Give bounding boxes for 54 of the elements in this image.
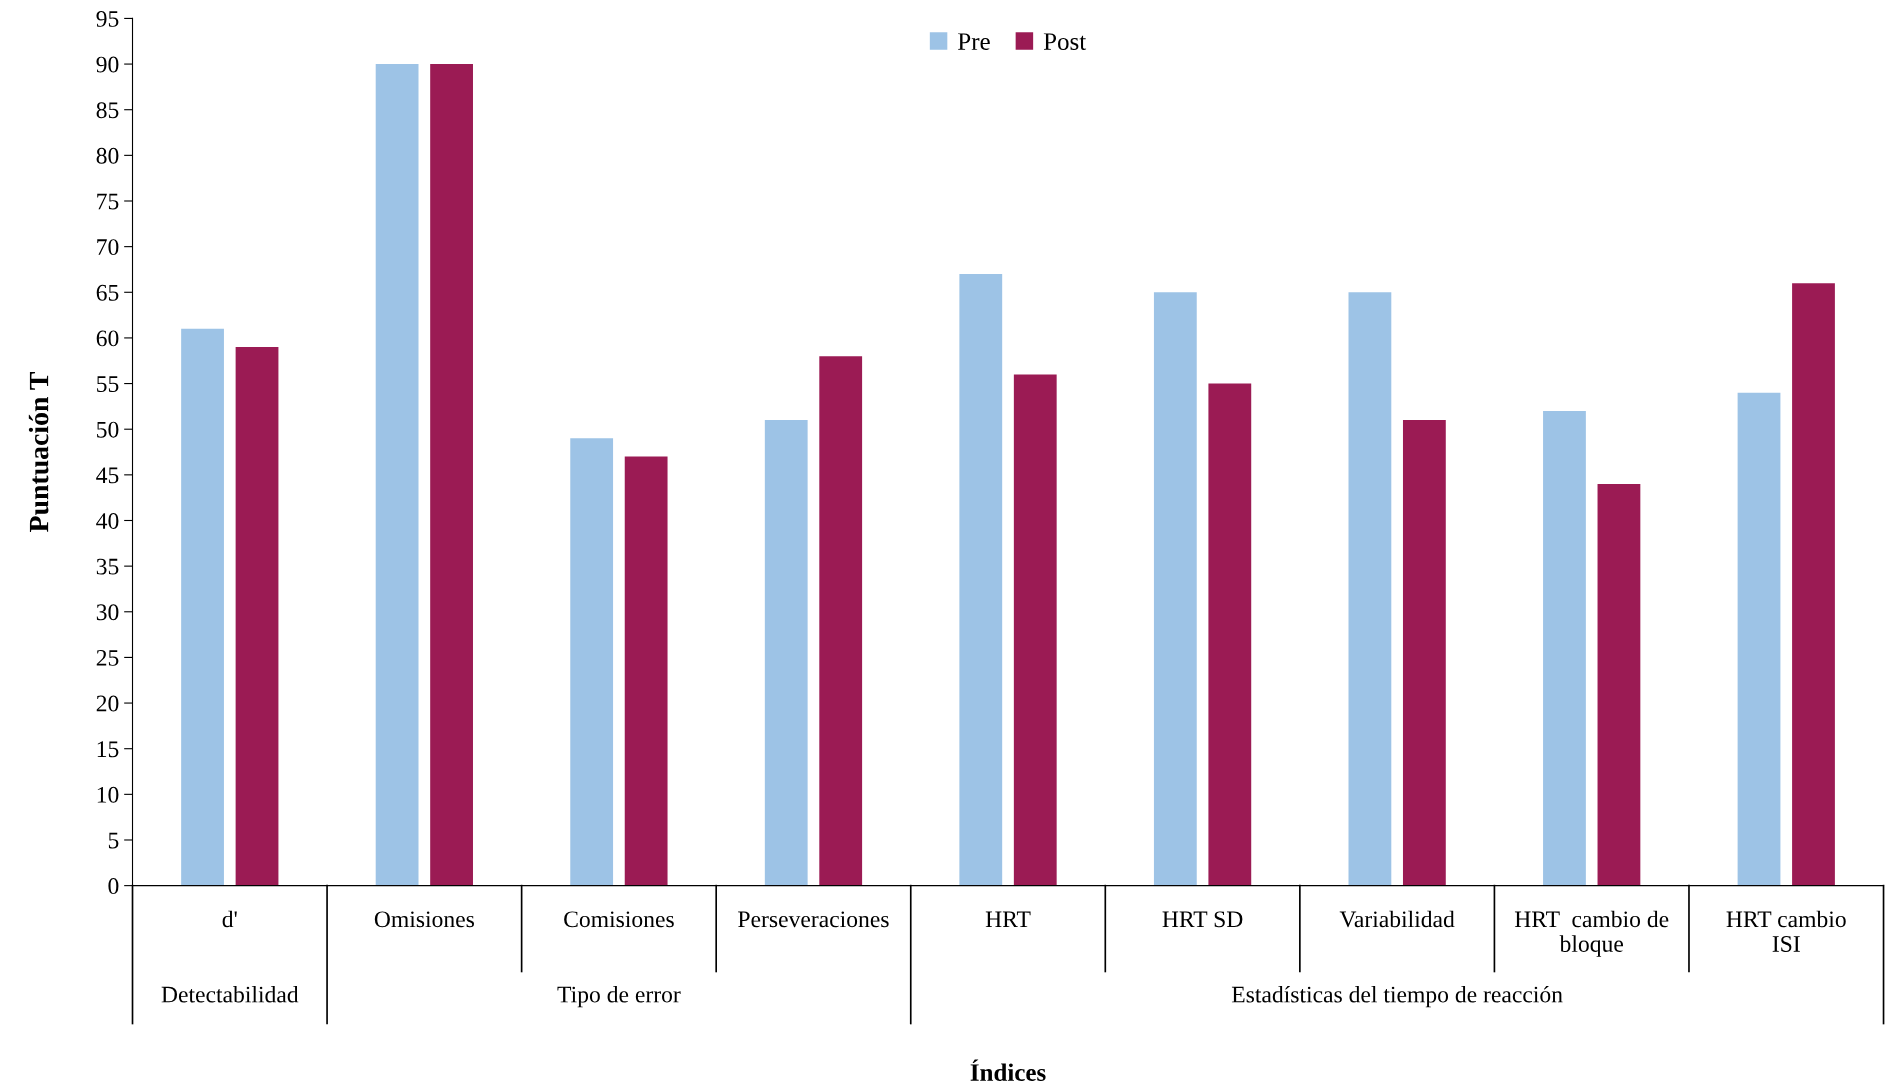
y-tick-label: 80: [96, 147, 119, 164]
legend-label: Pre: [958, 33, 990, 50]
text: Tipo de error: [557, 985, 681, 1008]
bar: [1402, 420, 1446, 886]
x-axis-title: Índices: [970, 1059, 1046, 1081]
x-tick-label: d': [222, 910, 237, 928]
y-tick-label: 15: [97, 741, 119, 758]
x-tick-label: Omisiones: [374, 911, 474, 928]
bar: [235, 347, 279, 886]
y-tick-label: 40: [96, 512, 119, 529]
y-tick-label: 5: [108, 832, 119, 849]
y-axis-title: Puntuación T: [28, 372, 49, 532]
y-tick-label: 10: [97, 786, 119, 803]
bar: [570, 438, 614, 886]
x-tick-label: Comisiones: [564, 911, 674, 928]
y-tick-label: 35: [96, 558, 119, 575]
y-tick-label: 70: [97, 239, 119, 256]
y-tick-label: 25: [96, 649, 119, 666]
bar: [819, 356, 863, 886]
bar: [959, 274, 1003, 886]
y-tick-label: 75: [97, 193, 119, 210]
y-tick-label: 65: [96, 284, 119, 301]
x-tick-label: HRT cambio de bloque: [1514, 910, 1669, 957]
bar: [375, 64, 419, 886]
y-tick-label: 90: [96, 56, 119, 73]
bar: [430, 64, 473, 886]
bar: [1153, 292, 1197, 886]
bar: [1792, 283, 1835, 886]
bar: [1597, 483, 1641, 886]
y-tick-label: 85: [96, 102, 119, 119]
y-tick-label: 0: [108, 878, 119, 895]
bar: [1208, 383, 1252, 886]
y-tick-label: 95: [96, 10, 119, 27]
bar: [1013, 374, 1057, 886]
text: Estadísticas del tiempo de reacción: [1231, 985, 1563, 1008]
legend-label: Post: [1043, 33, 1087, 50]
x-tick-label: HRT: [985, 911, 1031, 928]
x-tick-label: HRT SD: [1162, 911, 1243, 928]
bar: [1348, 292, 1392, 886]
y-tick-label: 30: [96, 604, 119, 621]
bar: [181, 328, 224, 886]
bar: [1543, 410, 1586, 886]
y-tick-label: 60: [96, 330, 119, 347]
x-tick-label: HRT cambio ISI: [1726, 910, 1846, 952]
text: Detectabilidad: [161, 985, 299, 1003]
y-tick-label: 50: [97, 421, 119, 438]
y-tick-label: 55: [97, 376, 119, 392]
bar: [1737, 392, 1781, 886]
x-tick-label: Variabilidad: [1339, 910, 1455, 928]
bar: [624, 456, 668, 886]
bar: [764, 420, 808, 886]
y-tick-label: 20: [96, 695, 119, 712]
x-tick-label: Perseveraciones: [738, 911, 889, 928]
y-tick-label: 45: [96, 467, 119, 484]
